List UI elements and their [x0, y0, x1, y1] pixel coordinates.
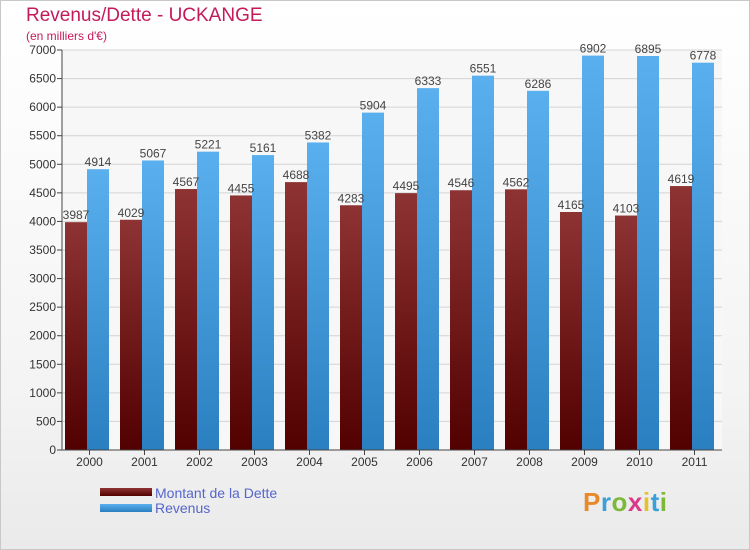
data-label: 4914: [85, 155, 112, 169]
bar-revenus: [87, 169, 109, 450]
bar-dette: [175, 189, 197, 450]
data-label: 6778: [690, 49, 717, 63]
x-tick-label: 2006: [406, 455, 433, 469]
x-tick-label: 2004: [296, 455, 323, 469]
x-tick-label: 2009: [571, 455, 598, 469]
y-tick-label: 4000: [29, 214, 56, 228]
bar-dette: [450, 190, 472, 450]
bar-dette: [670, 186, 692, 451]
legend-label-debt: Montant de la Dette: [155, 485, 278, 501]
y-tick-label: 1500: [29, 357, 56, 371]
bar-revenus: [417, 88, 439, 450]
data-label: 6333: [415, 74, 442, 88]
bar-revenus: [637, 56, 659, 450]
bar-dette: [120, 219, 142, 450]
legend-label-revenus: Revenus: [155, 500, 211, 516]
data-label: 4165: [558, 198, 585, 212]
x-tick-label: 2002: [186, 455, 213, 469]
y-tick-label: 5500: [29, 129, 56, 143]
y-tick-label: 3500: [29, 243, 56, 257]
data-label: 6551: [470, 62, 497, 76]
legend-swatch-revenus: [100, 504, 152, 512]
proxiti-logo: Proxiti: [583, 487, 668, 517]
y-tick-label: 3000: [29, 272, 56, 286]
x-tick-label: 2001: [131, 455, 158, 469]
bar-dette: [285, 182, 307, 450]
bar-revenus: [307, 142, 329, 450]
chart-title: Revenus/Dette - UCKANGE: [26, 5, 263, 26]
x-tick-label: 2008: [516, 455, 543, 469]
data-label: 5221: [195, 138, 222, 152]
data-label: 5067: [140, 146, 167, 160]
y-tick-label: 2500: [29, 300, 56, 314]
bar-dette: [615, 215, 637, 450]
y-tick-label: 0: [49, 443, 56, 457]
data-label: 6286: [525, 77, 552, 91]
x-tick-label: 2003: [241, 455, 268, 469]
data-label: 5382: [305, 128, 332, 142]
data-label: 5161: [250, 141, 277, 155]
y-tick-label: 500: [36, 414, 56, 428]
x-tick-label: 2011: [682, 455, 708, 469]
bar-dette: [340, 205, 362, 450]
data-label: 4029: [118, 206, 145, 220]
bar-revenus: [472, 75, 494, 451]
y-tick-label: 7000: [29, 43, 56, 57]
bar-dette: [505, 189, 527, 451]
bar-dette: [395, 193, 417, 450]
data-label: 4495: [393, 179, 420, 193]
data-label: 6902: [580, 42, 607, 56]
data-label: 3987: [63, 208, 90, 222]
y-tick-label: 4500: [29, 186, 56, 200]
data-label: 4562: [503, 175, 530, 189]
data-label: 4546: [448, 176, 475, 190]
x-tick-label: 2000: [76, 455, 103, 469]
bar-dette: [560, 212, 582, 450]
y-tick-label: 5000: [29, 157, 56, 171]
bar-revenus: [692, 62, 714, 450]
data-label: 4688: [283, 168, 310, 182]
data-label: 4103: [613, 202, 640, 216]
x-tick-label: 2007: [461, 455, 488, 469]
x-tick-label: 2010: [626, 455, 653, 469]
bar-revenus: [252, 155, 274, 451]
legend-swatch-debt: [100, 488, 152, 496]
data-label: 5904: [360, 99, 387, 113]
bar-dette: [230, 195, 252, 450]
chart-subtitle: (en milliers d'€): [26, 29, 107, 43]
y-tick-label: 1000: [29, 386, 56, 400]
bar-revenus: [142, 160, 164, 450]
data-label: 4567: [173, 175, 200, 189]
x-tick-label: 2005: [351, 455, 378, 469]
bar-revenus: [362, 112, 384, 450]
data-label: 4283: [338, 191, 365, 205]
data-label: 4455: [228, 181, 255, 195]
y-tick-label: 6500: [29, 72, 56, 86]
y-tick-label: 6000: [29, 100, 56, 114]
data-label: 6895: [635, 42, 662, 56]
bar-revenus: [527, 90, 549, 451]
bar-revenus: [197, 151, 219, 450]
bar-dette: [65, 222, 87, 450]
y-tick-label: 2000: [29, 329, 56, 343]
data-label: 4619: [668, 172, 695, 186]
bar-revenus: [582, 55, 604, 450]
